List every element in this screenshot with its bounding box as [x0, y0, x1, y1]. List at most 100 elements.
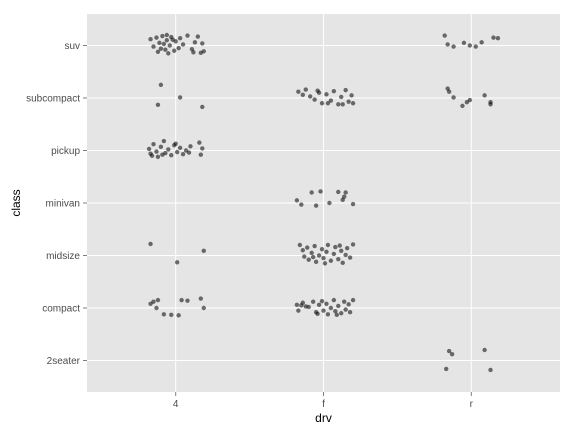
data-point: [343, 307, 348, 312]
data-point: [495, 35, 501, 41]
data-point: [334, 312, 340, 318]
data-point: [146, 146, 152, 152]
data-point: [482, 347, 487, 353]
data-point: [201, 248, 206, 253]
data-point: [467, 97, 473, 103]
data-point: [350, 101, 356, 106]
data-point: [488, 102, 493, 107]
data-point: [158, 144, 164, 150]
data-point: [349, 93, 354, 98]
data-point: [303, 87, 308, 92]
data-point: [300, 300, 306, 305]
data-point: [319, 247, 325, 252]
data-point: [324, 92, 329, 97]
major-gridlines: [87, 14, 560, 392]
data-point: [443, 366, 449, 372]
data-point: [201, 305, 206, 311]
data-point: [163, 47, 168, 52]
data-point: [319, 298, 325, 304]
data-point: [324, 301, 329, 306]
data-point: [446, 89, 452, 94]
data-point: [336, 303, 341, 309]
data-point: [451, 44, 456, 49]
data-point: [449, 352, 455, 357]
data-point: [331, 88, 337, 94]
data-point: [328, 258, 334, 263]
data-point: [350, 242, 356, 247]
data-point: [154, 305, 159, 311]
data-point: [316, 302, 322, 308]
data-point: [169, 153, 174, 158]
data-point: [300, 248, 306, 253]
data-point: [198, 152, 204, 157]
data-point: [305, 245, 310, 250]
data-point: [155, 102, 161, 108]
y-axis-title: class: [9, 189, 23, 216]
data-point: [315, 88, 320, 93]
y-tick-label: suv: [64, 41, 80, 52]
data-point: [177, 35, 183, 41]
y-tick-label: compact: [42, 304, 80, 315]
data-points: [146, 32, 501, 373]
data-point: [155, 154, 161, 159]
data-point: [340, 102, 345, 107]
data-point: [307, 94, 313, 99]
data-point: [488, 367, 493, 373]
data-point: [154, 149, 159, 154]
data-point: [191, 50, 196, 55]
data-point: [319, 101, 325, 106]
data-point: [185, 298, 190, 303]
data-point: [312, 97, 317, 102]
y-tick-label: minivan: [46, 199, 80, 210]
data-point: [312, 243, 317, 249]
data-point: [176, 313, 181, 318]
data-point: [176, 45, 181, 51]
data-point: [341, 299, 347, 304]
x-tick-label: 4: [173, 399, 179, 410]
data-point: [192, 40, 198, 45]
data-point: [200, 104, 205, 110]
data-point: [302, 254, 307, 259]
data-point: [173, 141, 178, 146]
data-point: [325, 312, 331, 317]
data-point: [318, 189, 323, 194]
data-point: [154, 35, 159, 40]
data-point: [322, 261, 328, 266]
data-point: [328, 305, 334, 311]
data-point: [195, 34, 201, 39]
y-axis-ticks: 2seater compact midsize minivan pickup subcom…: [26, 41, 87, 367]
data-point: [188, 144, 193, 149]
data-point: [161, 41, 167, 47]
data-point: [299, 202, 304, 207]
data-point: [446, 348, 452, 354]
data-point: [310, 254, 316, 260]
data-point: [331, 297, 337, 303]
data-point: [347, 255, 353, 260]
data-point: [460, 103, 465, 109]
data-point: [167, 43, 172, 48]
data-point: [473, 44, 478, 49]
data-point: [200, 41, 205, 46]
data-point: [313, 259, 319, 264]
data-point: [155, 49, 161, 54]
data-point: [161, 312, 167, 317]
data-point: [296, 308, 301, 313]
data-point: [346, 99, 351, 104]
data-point: [321, 255, 326, 261]
data-point: [201, 49, 206, 54]
data-point: [177, 95, 183, 100]
data-point: [306, 304, 311, 310]
data-point: [186, 150, 192, 155]
data-point: [316, 253, 322, 258]
data-point: [160, 152, 165, 157]
data-point: [166, 51, 171, 56]
data-point: [325, 242, 331, 248]
data-point: [166, 147, 171, 152]
data-point: [313, 203, 319, 208]
data-point: [343, 190, 348, 195]
data-point: [350, 297, 356, 303]
data-point: [336, 102, 341, 107]
data-point: [325, 101, 331, 106]
data-point: [297, 242, 303, 248]
